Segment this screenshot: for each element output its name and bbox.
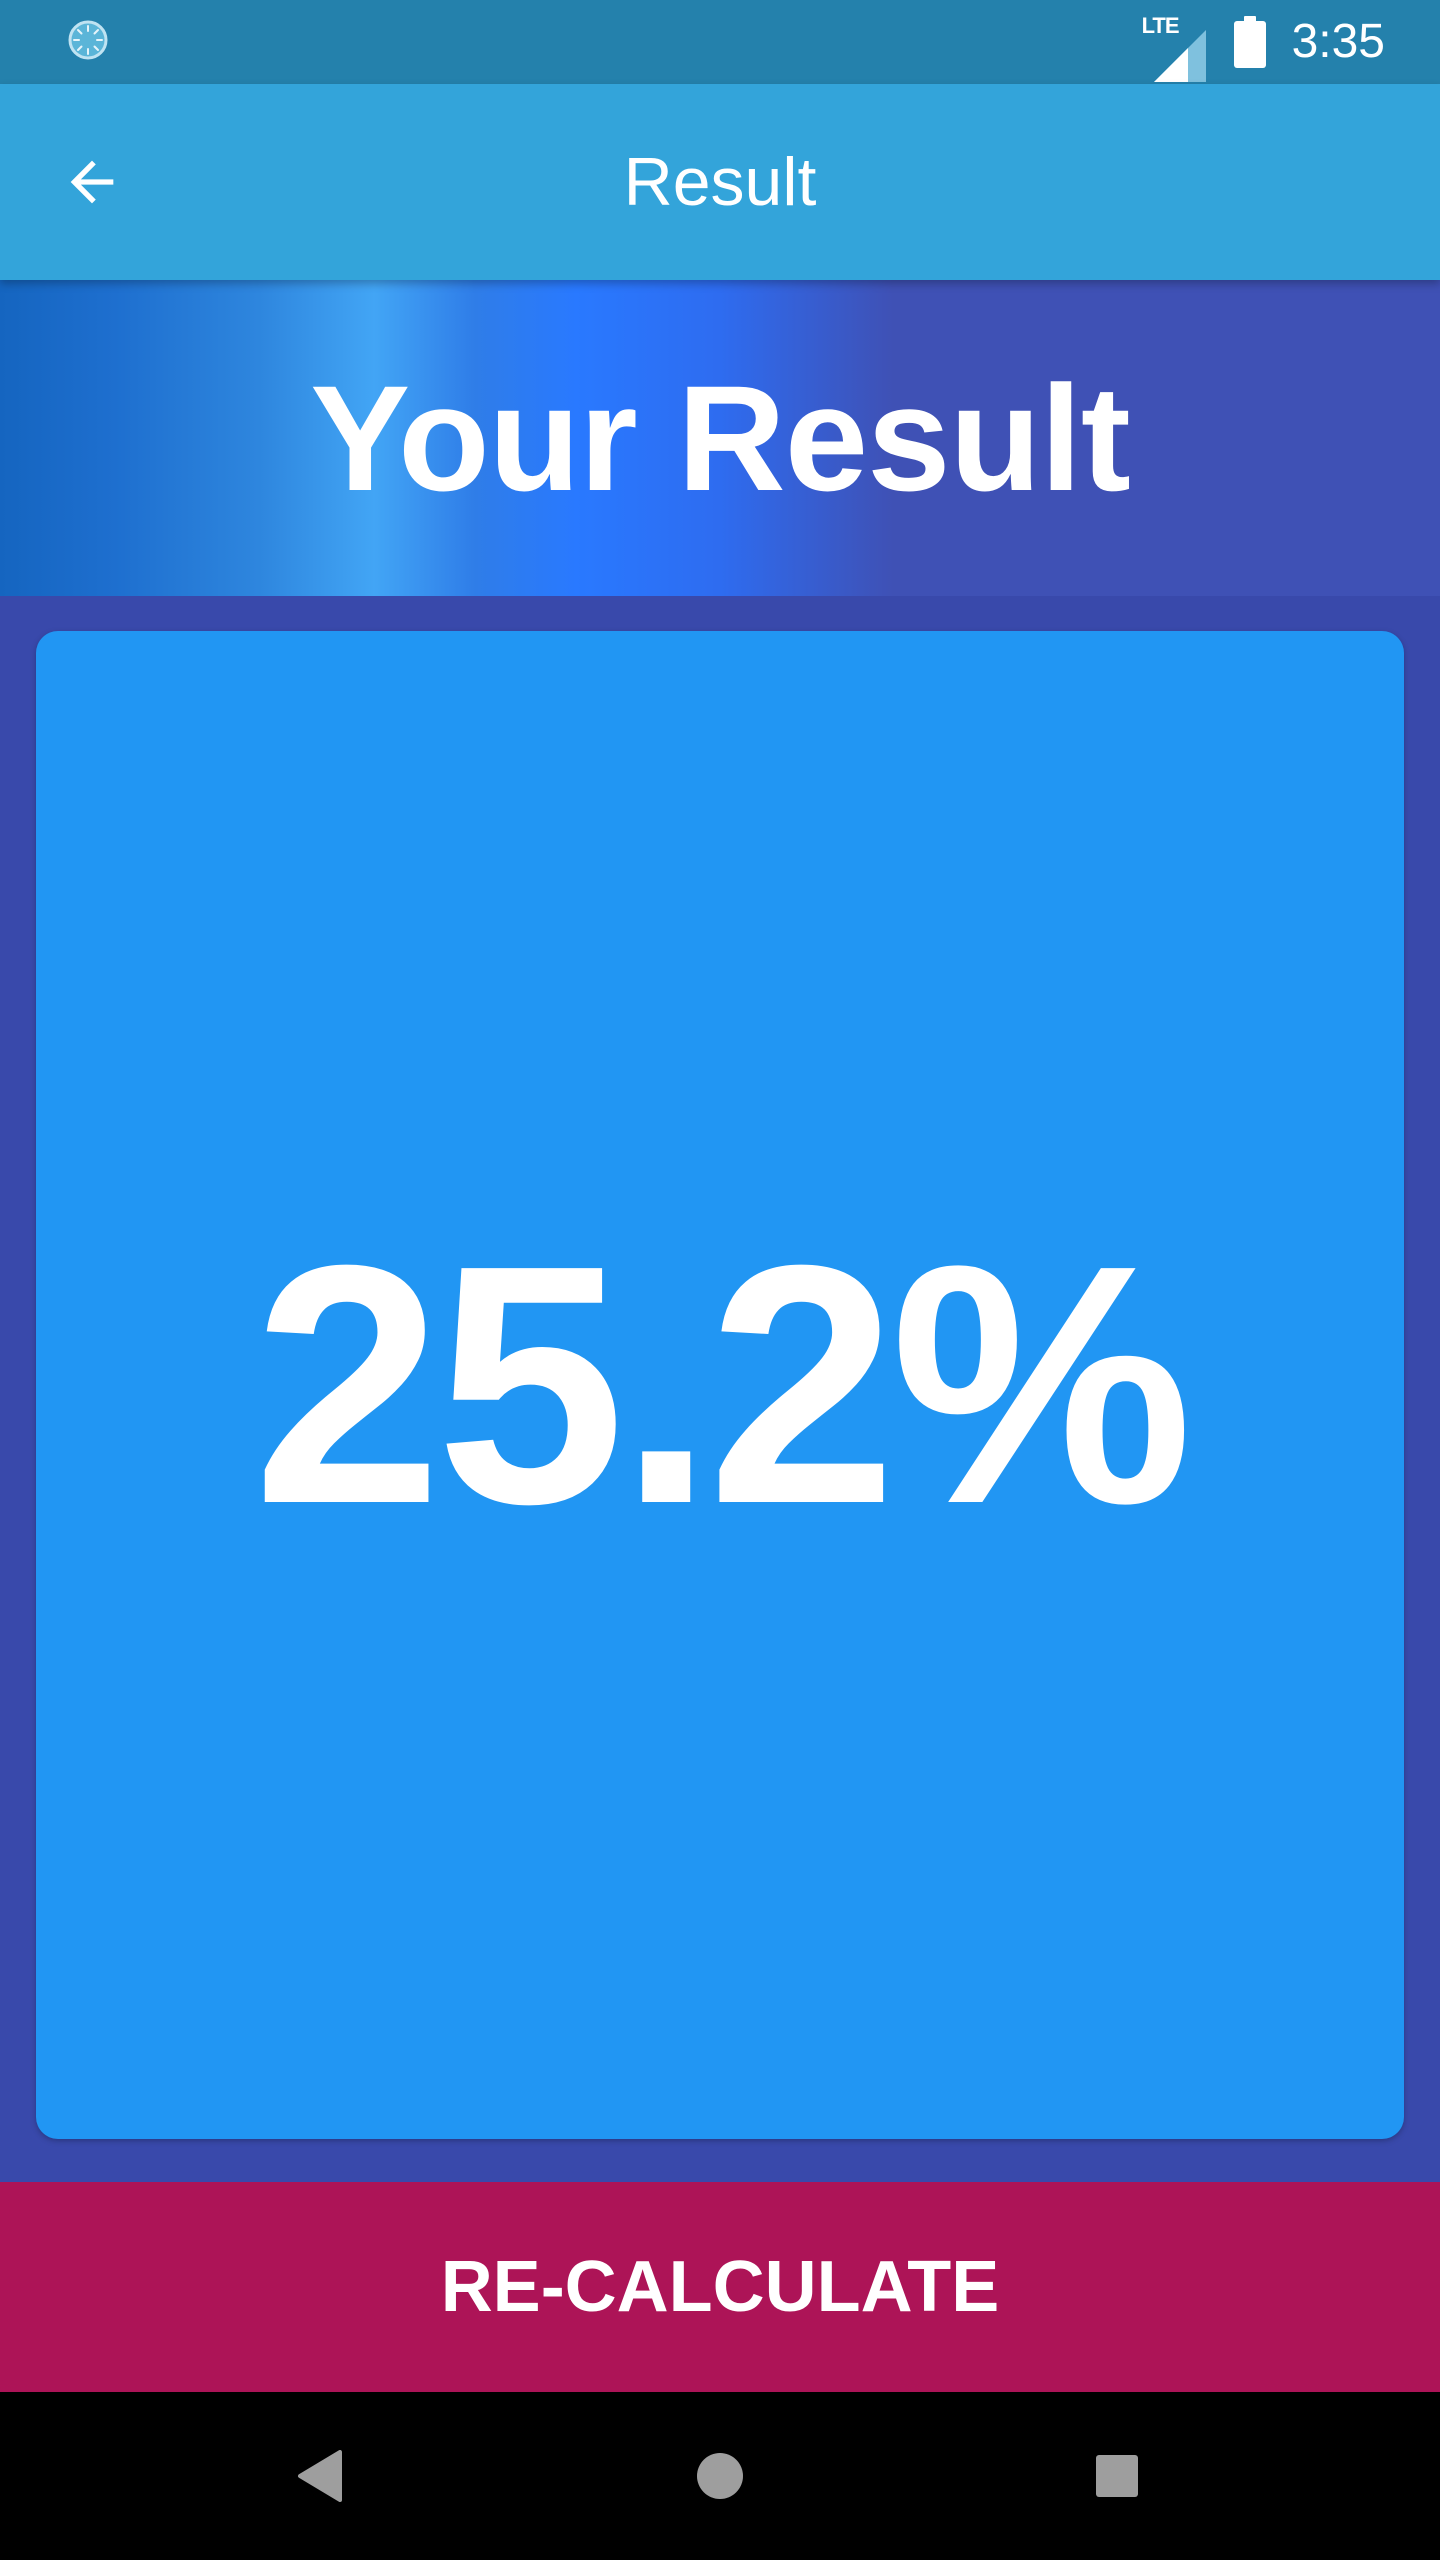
- app-bar: Result: [0, 84, 1440, 280]
- page-title: Result: [623, 144, 817, 220]
- nav-recents-icon: [1096, 2455, 1138, 2497]
- recalculate-button[interactable]: RE-CALCULATE: [0, 2182, 1440, 2392]
- arrow-back-icon: [70, 160, 114, 204]
- network-type-label: LTE: [1141, 13, 1180, 38]
- status-time: 3:35: [1291, 15, 1385, 68]
- cell-signal-icon: [1153, 30, 1206, 82]
- result-header-banner: Your Result: [0, 280, 1440, 596]
- nav-recents-button[interactable]: [1067, 2426, 1167, 2526]
- nav-home-button[interactable]: [670, 2426, 770, 2526]
- nav-home-icon: [697, 2453, 743, 2499]
- result-heading: Your Result: [310, 354, 1131, 522]
- nav-back-button[interactable]: [270, 2426, 370, 2526]
- result-card: 25.2%: [36, 631, 1404, 2139]
- result-value: 25.2%: [252, 1195, 1193, 1575]
- status-bar: LTE 3:35: [0, 0, 1440, 84]
- nav-back-icon: [298, 2450, 342, 2502]
- network-indicator: LTE: [1141, 13, 1208, 82]
- loading-spinner-icon: [68, 20, 108, 60]
- battery-icon: [1233, 16, 1266, 68]
- back-button[interactable]: [44, 134, 140, 230]
- navigation-bar: [0, 2392, 1440, 2560]
- status-icons: LTE 3:35: [1142, 0, 1385, 84]
